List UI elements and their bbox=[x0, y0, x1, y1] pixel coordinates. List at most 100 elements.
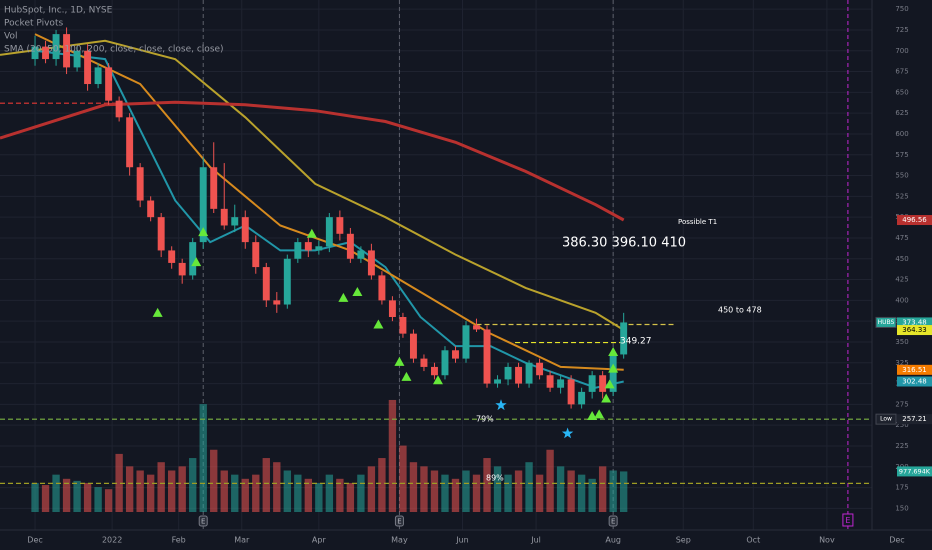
volume-bar bbox=[588, 478, 596, 512]
annotation: 349.27 bbox=[620, 337, 652, 347]
ticker-tag bbox=[875, 413, 897, 425]
price-tag bbox=[897, 364, 932, 375]
candle-body bbox=[420, 358, 428, 367]
candle-body bbox=[241, 217, 249, 243]
volume-bar bbox=[31, 482, 39, 512]
annotation: 89% bbox=[486, 474, 504, 483]
price-tag-label: 302.48 bbox=[902, 378, 927, 386]
ticker-tag bbox=[875, 316, 897, 328]
candle-body bbox=[515, 366, 523, 384]
x-tick-label: Dec bbox=[27, 536, 42, 545]
volume-bar bbox=[52, 474, 60, 512]
volume-bar bbox=[367, 466, 376, 512]
volume-bar bbox=[546, 449, 554, 512]
candle-body bbox=[378, 275, 386, 301]
volume-bar bbox=[399, 445, 407, 512]
volume-bar bbox=[514, 470, 523, 512]
sma-line bbox=[34, 49, 624, 389]
candle-body bbox=[609, 354, 617, 392]
pocket-pivot bbox=[608, 346, 619, 356]
volume-bar bbox=[252, 474, 260, 512]
candle-body bbox=[84, 50, 92, 85]
candle-body bbox=[452, 350, 459, 359]
candle-body bbox=[63, 34, 71, 68]
price-tag bbox=[897, 414, 932, 425]
candle-body bbox=[315, 246, 323, 251]
y-tick-label: 600 bbox=[895, 130, 908, 138]
pocket-pivot bbox=[198, 227, 209, 237]
volume-bar bbox=[451, 478, 460, 512]
candle-body bbox=[357, 250, 365, 259]
volume-bar bbox=[189, 458, 197, 512]
price-tag-label: 364.33 bbox=[902, 326, 927, 334]
volume-bar bbox=[598, 466, 607, 512]
y-tick-label: 475 bbox=[895, 234, 908, 242]
candle-body bbox=[399, 317, 407, 334]
volume-bar bbox=[609, 470, 617, 512]
volume-bar bbox=[619, 471, 628, 512]
candle-body bbox=[546, 375, 554, 388]
candle-body bbox=[168, 250, 176, 263]
volume-bar bbox=[420, 466, 428, 512]
candle-body bbox=[367, 250, 375, 276]
y-tick-label: 575 bbox=[895, 151, 908, 159]
volume-bar bbox=[94, 487, 102, 512]
candle-body bbox=[252, 242, 260, 268]
candle-body bbox=[336, 217, 344, 234]
candle-body bbox=[325, 217, 333, 247]
y-tick-label: 700 bbox=[895, 47, 908, 55]
x-tick-label: Aug bbox=[605, 536, 621, 545]
pocket-pivot bbox=[152, 307, 163, 317]
candle-body bbox=[557, 379, 565, 388]
y-tick-label: 725 bbox=[895, 26, 908, 34]
event-icon bbox=[198, 515, 208, 527]
volume-bar bbox=[136, 470, 144, 512]
legend-line: Vol bbox=[4, 32, 17, 42]
x-tick-label: Nov bbox=[819, 536, 835, 545]
volume-bar bbox=[430, 470, 439, 512]
x-tick-label: Mar bbox=[234, 536, 250, 545]
pocket-pivot bbox=[601, 393, 612, 403]
candle-body bbox=[409, 333, 417, 359]
x-tick-label: Dec bbox=[889, 536, 904, 545]
future-event-label: E bbox=[845, 516, 850, 525]
price-tag bbox=[897, 215, 932, 226]
y-tick-label: 250 bbox=[895, 421, 908, 429]
x-tick-label: May bbox=[391, 536, 408, 545]
candle-body bbox=[567, 379, 575, 405]
pocket-pivot bbox=[306, 228, 317, 238]
volume-bar bbox=[178, 466, 186, 512]
y-tick-label: 225 bbox=[895, 442, 908, 450]
candle-body bbox=[73, 50, 81, 68]
candle-body bbox=[388, 300, 396, 318]
volume-bar bbox=[472, 474, 481, 512]
volume-bar bbox=[409, 462, 418, 512]
y-tick-label: 150 bbox=[895, 504, 908, 512]
candle-body bbox=[504, 366, 512, 380]
y-tick-label: 400 bbox=[895, 296, 908, 304]
volume-bar bbox=[535, 474, 544, 512]
y-tick-label: 650 bbox=[895, 88, 908, 96]
candle-body bbox=[105, 67, 113, 101]
annotation: Possible T1 bbox=[678, 218, 717, 226]
volume-bar bbox=[210, 449, 218, 512]
volume-bar bbox=[483, 458, 491, 512]
price-tag bbox=[897, 325, 932, 336]
price-tag-label: 257.21 bbox=[902, 415, 927, 423]
pocket-pivot bbox=[608, 363, 619, 373]
y-tick-label: 625 bbox=[895, 109, 908, 117]
candle-body bbox=[231, 217, 239, 226]
volume-bar bbox=[104, 489, 113, 512]
ticker-label: HUBS bbox=[878, 319, 895, 326]
candle-body bbox=[220, 208, 228, 226]
pocket-pivot bbox=[604, 379, 615, 389]
price-tag bbox=[897, 317, 932, 328]
candle-body bbox=[126, 117, 134, 168]
y-tick-label: 525 bbox=[895, 192, 908, 200]
candle-body bbox=[620, 322, 628, 355]
volume-bar bbox=[388, 399, 397, 512]
volume-bar bbox=[115, 453, 123, 512]
candle-body bbox=[157, 217, 165, 251]
x-tick-label: Sep bbox=[676, 536, 691, 545]
pocket-pivot bbox=[594, 409, 605, 419]
